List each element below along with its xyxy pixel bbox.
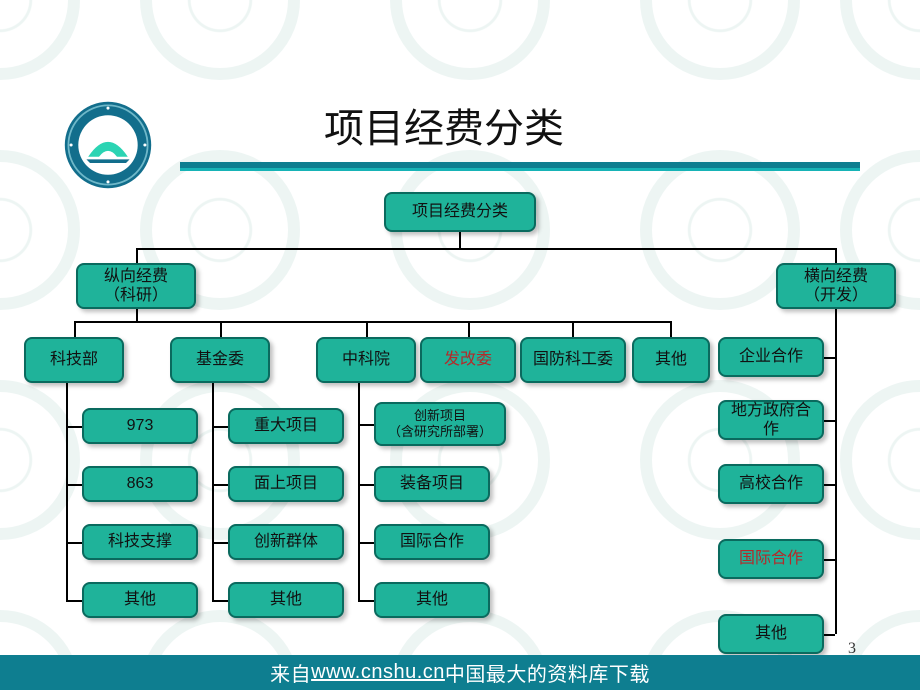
node-l2_1: 科技部 <box>24 337 124 383</box>
node-l1_a: 纵向经费 （科研） <box>76 263 196 309</box>
org-logo <box>62 99 154 191</box>
node-l1_b: 横向经费 （开发） <box>776 263 896 309</box>
node-l2_4: 发改委 <box>420 337 516 383</box>
node-root: 项目经费分类 <box>384 192 536 232</box>
node-zky_3: 国际合作 <box>374 524 490 560</box>
node-hx_2: 地方政府合作 <box>718 400 824 440</box>
node-kjb_3: 科技支撑 <box>82 524 198 560</box>
node-hx_3: 高校合作 <box>718 464 824 504</box>
title-divider <box>180 162 860 171</box>
node-jjw_4: 其他 <box>228 582 344 618</box>
node-zky_2: 装备项目 <box>374 466 490 502</box>
node-jjw_1: 重大项目 <box>228 408 344 444</box>
node-l2_3: 中科院 <box>316 337 416 383</box>
slide-title: 项目经费分类 <box>324 96 564 154</box>
node-jjw_3: 创新群体 <box>228 524 344 560</box>
node-l2_5: 国防科工委 <box>520 337 626 383</box>
slide-footer: 来自 www.cnshu.cn 中国最大的资料库下载 <box>0 655 920 690</box>
node-zky_4: 其他 <box>374 582 490 618</box>
node-hx_1: 企业合作 <box>718 337 824 377</box>
node-zky_1: 创新项目 （含研究所部署） <box>374 402 506 446</box>
node-kjb_1: 973 <box>82 408 198 444</box>
node-kjb_2: 863 <box>82 466 198 502</box>
node-jjw_2: 面上项目 <box>228 466 344 502</box>
node-l2_2: 基金委 <box>170 337 270 383</box>
footer-suffix: 中国最大的资料库下载 <box>445 658 650 687</box>
node-kjb_4: 其他 <box>82 582 198 618</box>
footer-prefix: 来自 <box>270 658 311 687</box>
footer-link[interactable]: www.cnshu.cn <box>311 661 445 684</box>
slide: 项目经费分类 项目经费分类纵向经费 （科研） 横向经费 （开发） 科技部基金委中科院… <box>0 0 920 690</box>
node-hx_5: 其他 <box>718 614 824 654</box>
node-l2_6: 其他 <box>632 337 710 383</box>
node-hx_4: 国际合作 <box>718 539 824 579</box>
